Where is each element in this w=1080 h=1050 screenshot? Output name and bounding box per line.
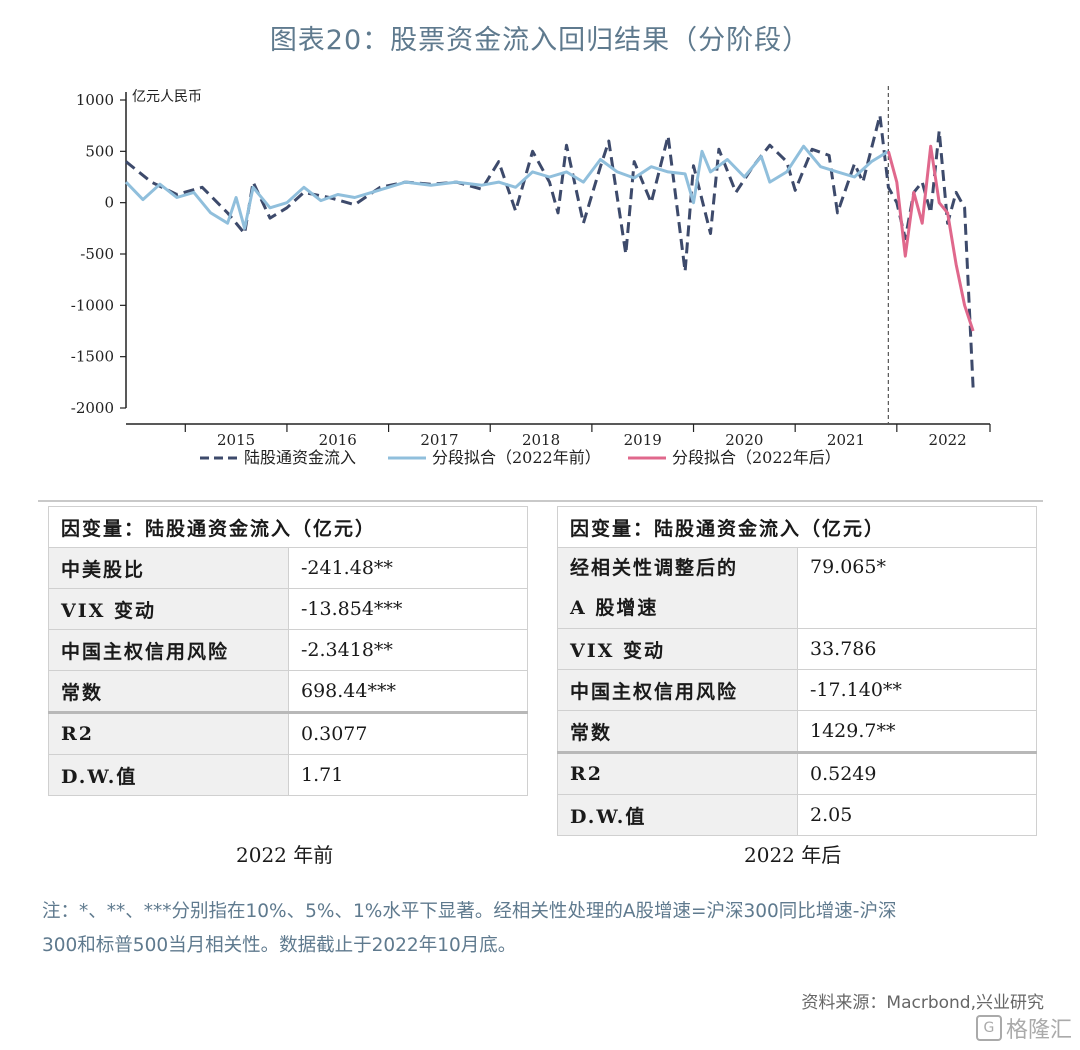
page-title: 图表20：股票资金流入回归结果（分阶段） [269,25,811,56]
x-tick-label: 2016 [319,431,357,449]
y-tick-label: 1000 [76,91,114,109]
y-unit-label: 亿元人民币 [132,89,202,105]
row-label: 中美股比 [48,547,289,589]
row-value: 698.44*** [288,670,528,713]
x-tick-label: 2017 [420,431,458,449]
y-tick-label: 500 [85,142,114,160]
watermark-logo-icon: G [975,1015,1002,1041]
table-caption-before: 2022 年前 [236,843,334,867]
regression-table-after: 因变量：陆股通资金流入（亿元） 经相关性调整后的 A 股增速 79.065* V… [557,506,1037,836]
row-value: 33.786 [797,628,1037,670]
row-label: 常数 [557,710,798,753]
watermark: G 格隆汇 [975,1012,1072,1044]
footnote: 注：*、**、***分别指在10%、5%、1%水平下显著。经相关性处理的A股增速… [42,895,1052,963]
x-tick-label: 2015 [217,431,255,449]
x-tick-label: 2020 [725,431,763,449]
row-label: 中国主权信用风险 [557,669,798,711]
x-tick-label: 2021 [827,431,865,449]
row-value: -13.854*** [288,588,528,630]
watermark-text: 格隆汇 [1005,1018,1072,1043]
divider [38,500,1043,502]
row-label: 常数 [48,670,289,713]
table-caption-after: 2022 年后 [744,843,842,867]
row-label: D.W.值 [48,754,289,796]
row-value: 79.065* [797,547,1037,629]
row-value: 0.5249 [797,751,1037,795]
y-tick-label: -500 [80,245,114,263]
regression-table-before: 因变量：陆股通资金流入（亿元） 中美股比 -241.48** VIX 变动 -1… [48,506,528,796]
row-value: 1429.7** [797,710,1037,753]
x-tick-label: 2019 [624,431,662,449]
source-note: 资料来源：Macrbond,兴业研究 [801,993,1044,1013]
footnote-line: 注：*、**、***分别指在10%、5%、1%水平下显著。经相关性处理的A股增速… [42,901,897,922]
row-label: R2 [48,711,289,755]
row-label: VIX 变动 [48,588,289,630]
row-label: D.W.值 [557,794,798,836]
table-header: 因变量：陆股通资金流入（亿元） [48,506,528,548]
x-tick-label: 2022 [929,431,967,449]
line-chart: 1000 500 0 -500 -1000 -1500 -2000 亿元人民币 2015 2016… [71,86,991,467]
row-label: R2 [557,751,798,795]
y-tick-label: 0 [104,194,114,212]
legend-label-0: 陆股通资金流入 [244,448,356,467]
x-tick-label: 2018 [522,431,560,449]
series-line-1 [124,144,890,230]
legend-label-1: 分段拟合（2022年前） [432,448,601,467]
row-label-line: 经相关性调整后的 [570,557,739,579]
row-label: 中国主权信用风险 [48,629,289,671]
y-tick-label: -2000 [71,399,114,417]
y-tick-label: -1000 [71,296,114,314]
row-label: 经相关性调整后的 A 股增速 [557,547,798,629]
row-value: 1.71 [288,754,528,796]
series-line-0 [125,113,975,388]
row-label-line: A 股增速 [570,597,659,619]
row-value: 0.3077 [288,711,528,755]
table-header: 因变量：陆股通资金流入（亿元） [557,506,1037,548]
row-value: 2.05 [797,794,1037,836]
row-value: -2.3418** [288,629,528,671]
footnote-line: 300和标普500当月相关性。数据截止于2022年10月底。 [42,935,517,956]
row-value: -241.48** [288,547,528,589]
series-line-2 [886,144,975,332]
legend-label-2: 分段拟合（2022年后） [672,448,841,467]
y-tick-label: -1500 [71,348,114,366]
row-label: VIX 变动 [557,628,798,670]
row-value: -17.140** [797,669,1037,711]
